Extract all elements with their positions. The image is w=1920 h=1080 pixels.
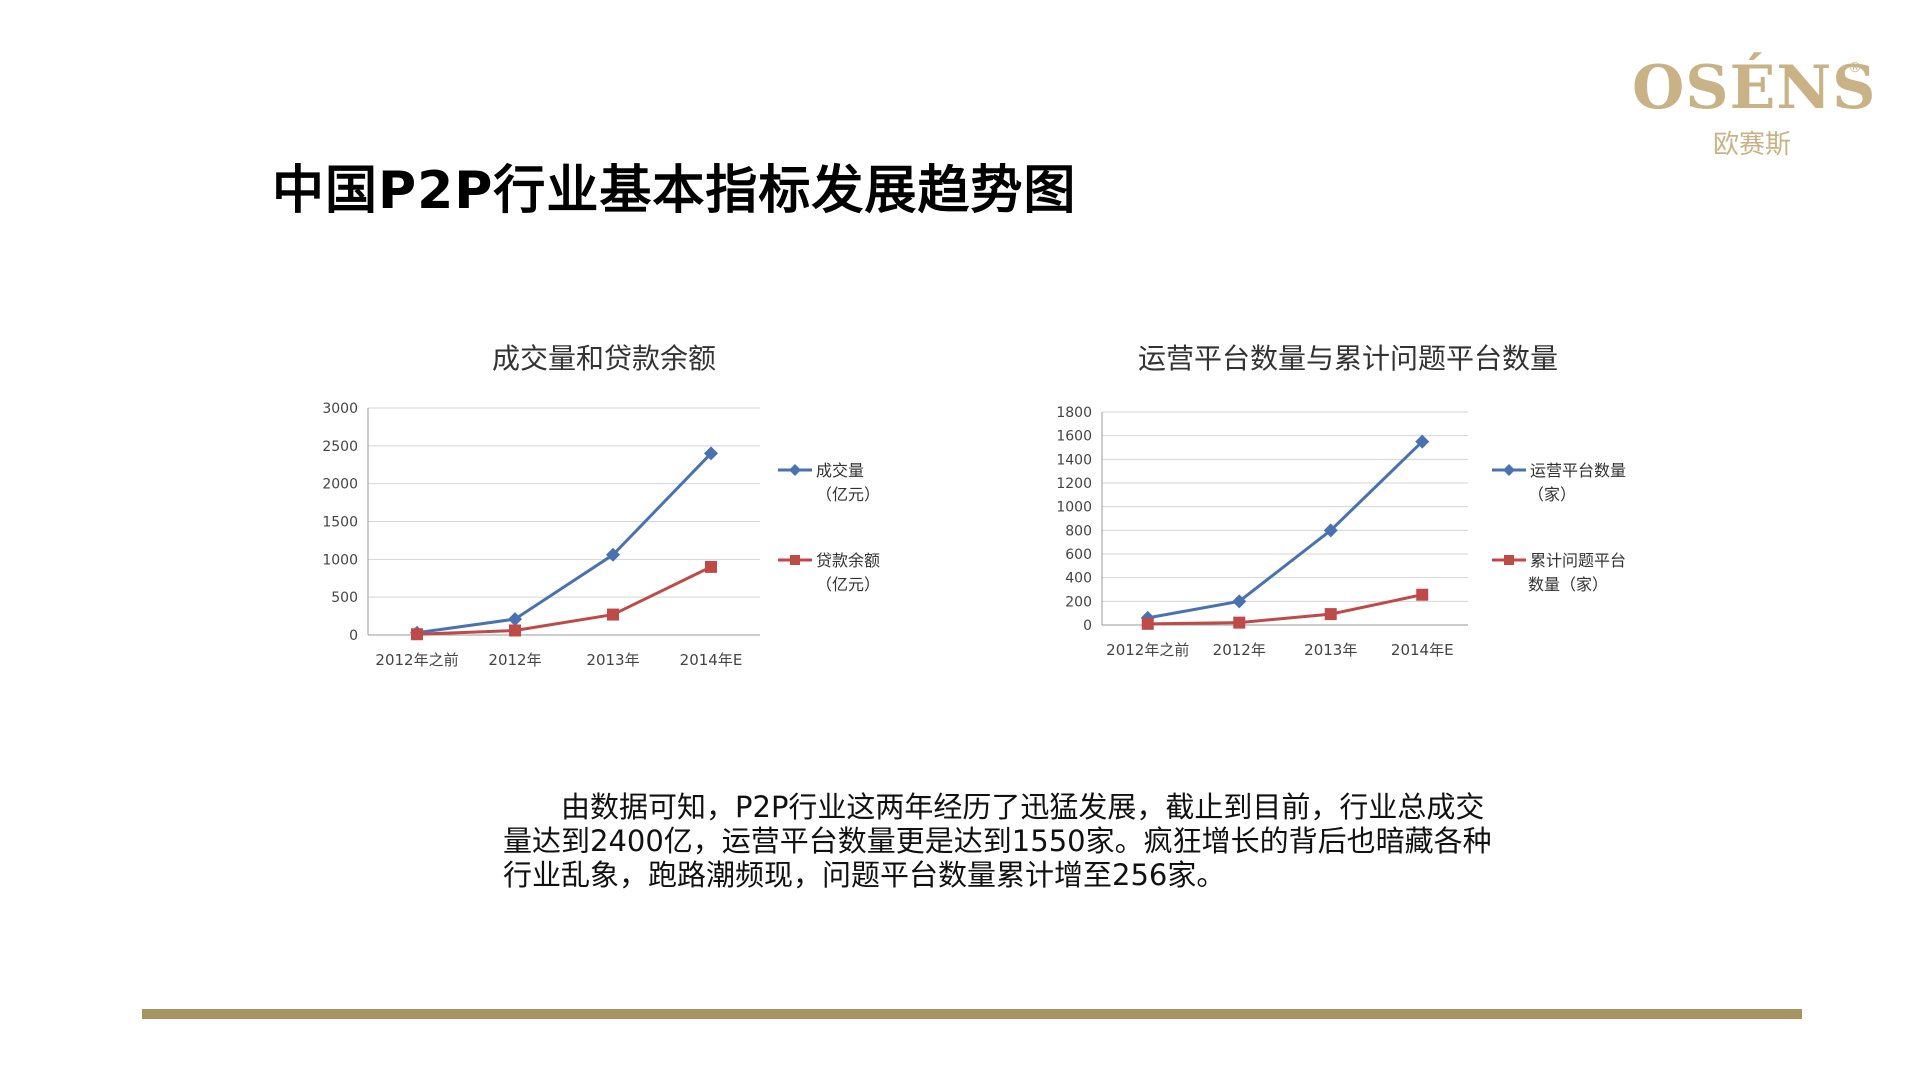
legend-marker (1503, 464, 1515, 476)
y-tick-label: 800 (1065, 523, 1092, 539)
data-point (705, 560, 717, 573)
x-tick-label: 2013年 (1304, 641, 1357, 659)
y-tick-label: 400 (1065, 571, 1092, 587)
y-tick-label: 2500 (322, 439, 358, 455)
summary-text: 由数据可知，P2P行业这两年经历了迅猛发展，截止到目前，行业总成交量达到2400… (503, 790, 1492, 892)
chart-platform-counts: 运营平台数量与累计问题平台数量 0 200 400 600 800 1000 1200 1400… (1056, 342, 1626, 659)
data-point (1233, 616, 1246, 629)
data-point (1324, 608, 1337, 621)
legend-label: 成交量 (816, 461, 864, 480)
data-point (508, 612, 522, 627)
x-tick-label: 2012年之前 (1106, 641, 1189, 659)
legend-label-unit: （家） (1528, 485, 1576, 504)
x-tick-label: 2012年之前 (375, 651, 458, 669)
y-tick-label: 3000 (322, 401, 358, 417)
x-tick-label: 2014年E (1391, 641, 1454, 659)
x-tick-label: 2014年E (680, 651, 743, 669)
data-point (1323, 523, 1338, 538)
data-point (1232, 594, 1247, 609)
legend-label: 贷款余额 (816, 551, 880, 570)
slide-title: 中国P2P行业基本指标发展趋势图 (272, 161, 1077, 221)
y-tick-label: 1800 (1056, 405, 1092, 421)
legend-label: 累计问题平台 (1530, 551, 1626, 570)
data-point (1416, 588, 1429, 601)
y-tick-label: 1600 (1056, 429, 1092, 445)
logo-chinese-name: 欧赛斯 (1712, 130, 1791, 160)
chart-volume-loans: 成交量和贷款余额 0 500 1000 1500 2000 2500 3000 2012年之前 2… (322, 342, 880, 669)
y-tick-label: 500 (331, 590, 358, 606)
series-line (416, 565, 712, 636)
y-tick-label: 1000 (1056, 500, 1092, 516)
chart-title: 成交量和贷款余额 (492, 342, 716, 375)
footer-bar (142, 1009, 1802, 1019)
y-tick-label: 1500 (322, 515, 358, 531)
legend-label-unit: 数量（家） (1528, 575, 1608, 594)
summary-paragraph: 由数据可知，P2P行业这两年经历了迅猛发展，截止到目前，行业总成交量达到2400… (503, 790, 1503, 892)
y-tick-label: 200 (1065, 594, 1092, 610)
series-line (1147, 440, 1424, 620)
y-tick-label: 2000 (322, 477, 358, 493)
legend-marker (1504, 555, 1514, 565)
legend-label-unit: （亿元） (816, 575, 880, 594)
brand-logo: OSÉNS ® 欧赛斯 (1632, 53, 1877, 161)
data-point (1141, 617, 1154, 630)
x-tick-label: 2012年 (488, 651, 541, 669)
registered-mark: ® (1848, 60, 1862, 76)
logo-wordmark: OSÉNS (1632, 53, 1877, 123)
y-tick-label: 1200 (1056, 476, 1092, 492)
chart-title: 运营平台数量与累计问题平台数量 (1138, 342, 1558, 375)
x-tick-label: 2012年 (1213, 641, 1266, 659)
data-point (607, 608, 619, 621)
x-tick-label: 2013年 (586, 651, 639, 669)
y-tick-label: 600 (1065, 547, 1092, 563)
legend-marker (790, 555, 800, 565)
legend-label-unit: （亿元） (816, 485, 880, 504)
series-line (416, 452, 713, 635)
data-point (606, 547, 620, 562)
y-tick-label: 1000 (322, 552, 358, 568)
y-tick-label: 1400 (1056, 452, 1092, 468)
data-point (704, 446, 718, 461)
legend-marker (789, 464, 801, 476)
series-line (1147, 593, 1423, 626)
data-point (509, 624, 521, 637)
data-point (1415, 434, 1430, 449)
data-point (411, 628, 423, 641)
y-tick-label: 0 (349, 628, 358, 644)
y-tick-label: 0 (1083, 618, 1092, 634)
legend-label: 运营平台数量 (1530, 461, 1626, 480)
